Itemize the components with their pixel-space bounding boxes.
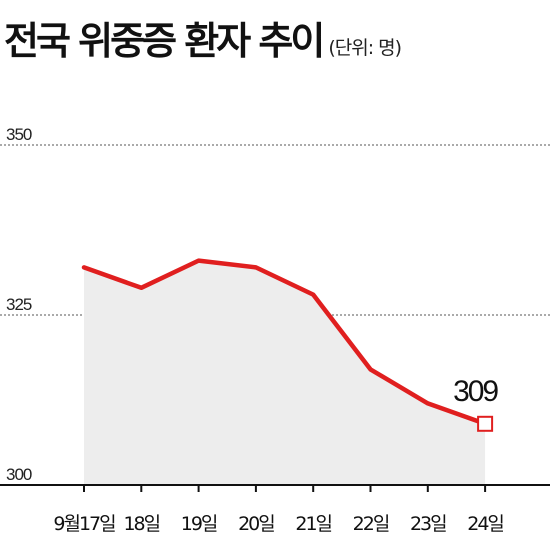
series-layer [81, 258, 494, 432]
label-layer: 300 325 350 9월17일 18일 19일 20일 21일 22일 23일 24일 309 [6, 125, 505, 535]
x-tick-label: 21일 [295, 513, 331, 535]
axis-layer [0, 484, 550, 492]
x-tick-label: 18일 [123, 513, 159, 535]
x-tick-label: 20일 [238, 513, 274, 535]
last-point-marker [477, 415, 494, 432]
chart-title: 전국 위중증 환자 추이 [4, 19, 325, 63]
x-tick-label: 24일 [467, 513, 503, 535]
unit-label: (단위: 명) [328, 37, 402, 59]
x-tick-label: 22일 [353, 513, 389, 535]
y-tick-label: 350 [6, 125, 32, 144]
y-tick-label: 325 [6, 295, 32, 314]
area-fill [84, 260, 486, 485]
data-label: 309 [453, 375, 498, 408]
y-tick-label: 300 [6, 465, 32, 484]
x-tick-label: 19일 [181, 513, 217, 535]
chart-title-row: 전국 위중증 환자 추이 (단위: 명) [4, 10, 402, 65]
x-tick-label: 9월17일 [53, 513, 115, 535]
x-tick-label: 23일 [410, 513, 446, 535]
series-line [81, 258, 488, 427]
area-layer [84, 260, 486, 485]
